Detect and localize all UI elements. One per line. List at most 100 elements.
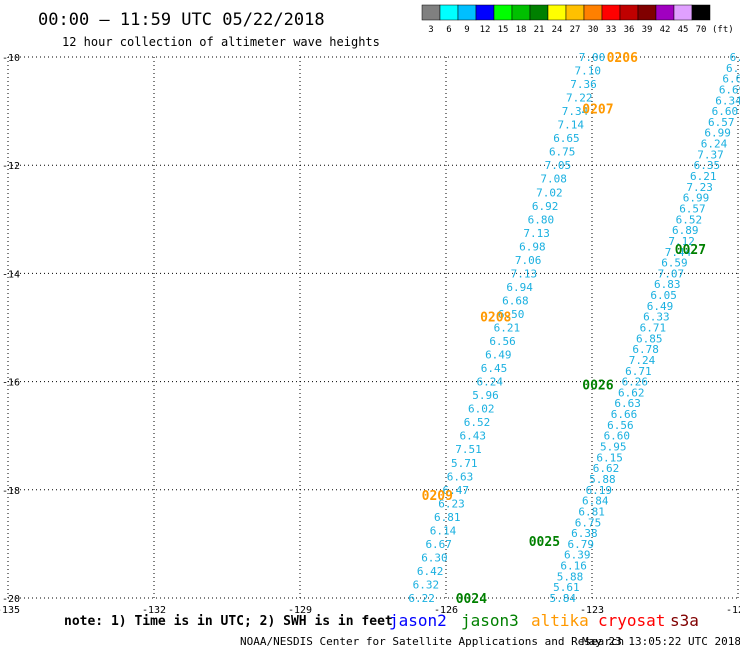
swh-value: 7.02 [536, 186, 563, 199]
swh-value: 7.13 [523, 227, 550, 240]
pass-label: 0026 [582, 378, 613, 393]
satellite-legend: jason2 jason3 altika cryosat s3a [389, 611, 699, 630]
color-scale-label: 12 [480, 25, 491, 35]
swh-value: 6.59 [661, 257, 688, 270]
swh-value: 6.32 [413, 578, 440, 591]
color-scale-label: 30 [588, 25, 599, 35]
swh-value: 6.63 [614, 397, 641, 410]
swh-value: 7.12 [668, 235, 695, 248]
color-scale-label: 70 [696, 25, 707, 35]
color-swatch [673, 4, 693, 21]
swh-value: 6.98 [519, 240, 546, 253]
swh-value: 7.13 [511, 267, 538, 280]
swh-value: 6.67 [425, 538, 452, 551]
swh-value: 5.61 [553, 581, 580, 594]
swh-value: 6.99 [704, 127, 731, 140]
y-tick-label: -10 [2, 53, 20, 64]
swh-value: 6.68 [502, 294, 529, 307]
color-scale-label: 45 [678, 25, 689, 35]
swh-value: 7.51 [455, 443, 482, 456]
swh-value: 6.67 [722, 73, 740, 86]
swh-value: 6.49 [485, 349, 512, 362]
y-tick-label: -16 [2, 378, 20, 389]
chart-title: 00:00 — 11:59 UTC 05/22/2018 [38, 10, 325, 30]
swh-value: 6.81 [434, 511, 461, 524]
x-tick-label: -132 [142, 605, 166, 616]
swh-value: 6.30 [421, 551, 448, 564]
swh-value: 6.24 [701, 138, 728, 151]
swh-value: 6.60 [604, 430, 631, 443]
x-tick-label: -126 [434, 605, 458, 616]
pass-label: 0207 [582, 102, 613, 117]
swh-value: 7.22 [566, 92, 593, 105]
color-swatch [583, 4, 603, 21]
swh-value: 7.44 [665, 246, 692, 259]
color-swatch [439, 4, 459, 21]
swh-value: 6.21 [690, 170, 717, 183]
color-scale-label: 3 [428, 25, 433, 35]
pass-label: 0208 [480, 311, 511, 326]
swh-value: 6.62 [618, 386, 645, 399]
color-scale-label: 6 [446, 25, 451, 35]
swh-value: 6.45 [481, 362, 508, 375]
color-swatch [475, 4, 495, 21]
swh-value: 6.56 [607, 419, 634, 432]
swh-value: 7.05 [545, 159, 572, 172]
x-tick-label: -120 [726, 605, 740, 616]
swh-value: 5.71 [451, 457, 478, 470]
legend-s3a: s3a [670, 611, 699, 630]
swh-value: 7.07 [658, 267, 685, 280]
swh-value: 6.33 [643, 311, 670, 324]
footer-timestamp: May 23 13:05:22 UTC 2018 [582, 635, 740, 648]
swh-value: 7.10 [574, 65, 601, 78]
legend-altika: altika [531, 611, 589, 630]
swh-value: 7.37 [697, 148, 724, 161]
swh-value: 6.71 [640, 322, 667, 335]
swh-value: 6.49 [647, 300, 674, 313]
swh-value: 6.92 [532, 200, 559, 213]
swh-value: 7.36 [570, 78, 597, 91]
swh-value: 6.80 [528, 213, 555, 226]
swh-value: 6.14 [430, 524, 457, 537]
swh-value: 6.75 [575, 516, 602, 529]
color-scale-label: 9 [464, 25, 469, 35]
swh-value: 6.39 [564, 549, 591, 562]
x-tick-label: -135 [0, 605, 20, 616]
swh-value: 6.94 [506, 281, 533, 294]
swh-value: 6.89 [672, 224, 699, 237]
legend-jason3: jason3 [461, 611, 519, 630]
satellite-tracks: 7.007.107.367.227.347.146.656.757.057.08… [408, 51, 740, 605]
swh-value: 6.50 [498, 308, 525, 321]
swh-value: 6.26 [622, 376, 649, 389]
swh-value: 7.34 [562, 105, 589, 118]
swh-value: 6.52 [464, 416, 491, 429]
color-swatch [511, 4, 531, 21]
swh-value: 6.43 [460, 430, 487, 443]
swh-value: 6.34 [715, 94, 740, 107]
color-swatch [619, 4, 639, 21]
swh-value: 6.58 [726, 62, 740, 75]
color-scale-label: 39 [642, 25, 653, 35]
swh-value: 6.38 [571, 527, 598, 540]
x-tick-label: -129 [288, 605, 312, 616]
swh-value: 6.15 [596, 451, 623, 464]
color-swatch [547, 4, 567, 21]
swh-value: 6.57 [679, 202, 706, 215]
color-swatch [601, 4, 621, 21]
color-scale-label: 21 [534, 25, 545, 35]
swh-value: 6.99 [683, 192, 710, 205]
swh-value: 6.42 [417, 565, 444, 578]
swh-value: 6.78 [632, 343, 659, 356]
swh-value: 6.66 [611, 408, 638, 421]
swh-value: 6.75 [549, 146, 576, 159]
axis-tick-labels: -135 -132 -129 -126 -123 -120 -10 -12 -14 -16 -18 -… [0, 53, 740, 616]
swh-value: 6.16 [560, 560, 587, 573]
pass-label: 0206 [607, 51, 638, 66]
swh-value: 6.57 [708, 116, 735, 129]
swh-value: 7.08 [540, 173, 567, 186]
swh-value: 7.24 [629, 354, 656, 367]
swh-value: 5.84 [550, 592, 577, 605]
color-scale-unit: (ft) [712, 25, 734, 35]
color-scale-legend: 3 6 9 12 15 18 21 24 27 30 33 36 39 42 45 70 (ft) [421, 4, 734, 35]
swh-value: 6.60 [712, 105, 739, 118]
